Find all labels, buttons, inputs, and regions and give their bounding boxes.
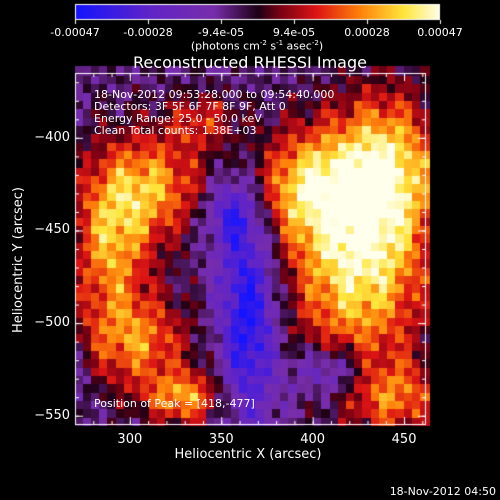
x-tick-label: 300 <box>117 432 143 447</box>
chart-title: Reconstructed RHESSI Image <box>133 53 367 72</box>
y-tick-label: −400 <box>34 129 70 145</box>
y-tick-label: −550 <box>34 407 70 423</box>
peak-position-annotation: Position of Peak = [418,-477] <box>94 397 255 410</box>
time-range-annotation: 18-Nov-2012 09:53:28.000 to 09:54:40.000 <box>94 88 335 101</box>
detectors-annotation: Detectors: 3F 5F 6F 7F 8F 9F, Att 0 <box>94 100 286 113</box>
x-axis-label: Heliocentric X (arcsec) <box>174 447 322 462</box>
y-axis-label: Heliocentric Y (arcsec) <box>11 187 26 333</box>
colorbar-tick-label: -0.00028 <box>123 26 173 39</box>
colorbar-unit-label: (photons cm-2 s-1 asec-2) <box>190 39 324 53</box>
y-tick-label: −500 <box>34 315 70 331</box>
colorbar-tick-label: -9.4e-05 <box>197 26 245 39</box>
x-tick-label: 400 <box>300 432 326 447</box>
x-tick-label: 350 <box>208 432 234 447</box>
x-tick-label: 450 <box>391 432 417 447</box>
plot-timestamp: 18-Nov-2012 04:50 <box>389 485 496 498</box>
y-tick-label: −450 <box>34 222 70 238</box>
clean-annotation: Clean Total counts: 1.38E+03 <box>94 124 257 137</box>
colorbar-tick-label: 0.00028 <box>344 26 390 39</box>
colorbar-tick-label: -0.00047 <box>50 26 100 39</box>
colorbar-tick-label: 0.00047 <box>417 26 463 39</box>
energy-range-annotation: Energy Range: 25.0 - 50.0 keV <box>94 112 262 125</box>
colorbar-tick-label: 9.4e-05 <box>272 26 316 39</box>
